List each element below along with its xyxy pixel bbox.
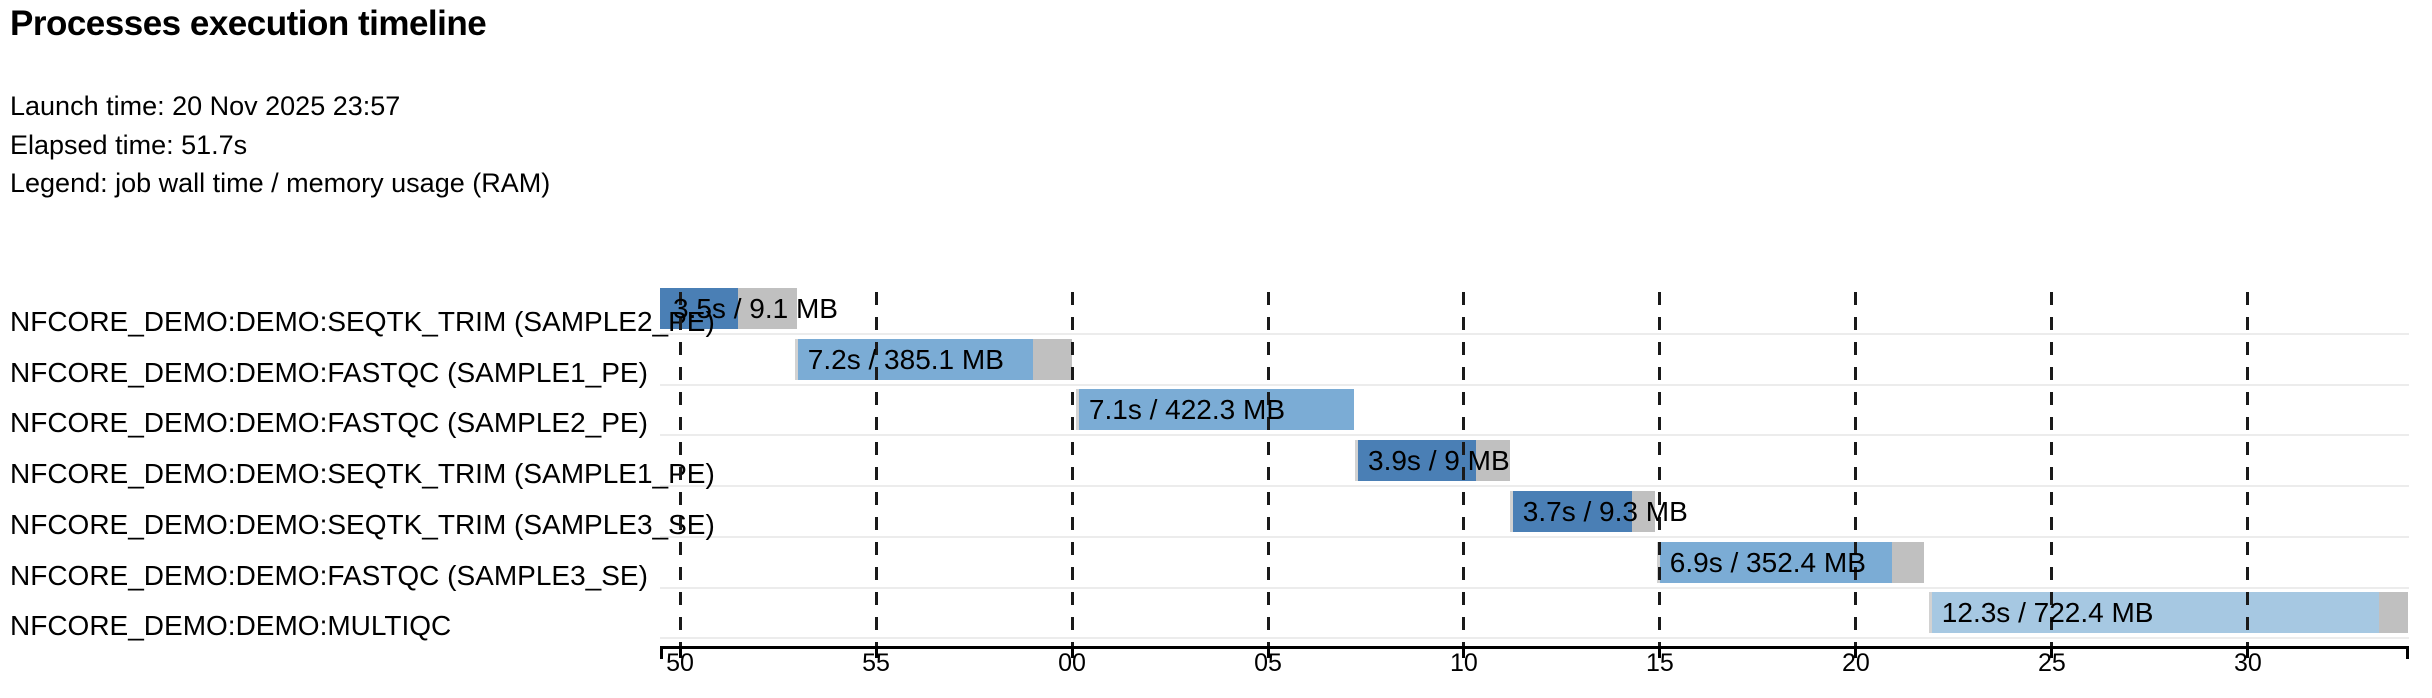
axis-tick-label: 55 xyxy=(862,649,890,677)
task-bar-run-segment[interactable] xyxy=(1931,592,2379,634)
process-label: NFCORE_DEMO:DEMO:MULTIQC xyxy=(10,610,452,642)
process-label: NFCORE_DEMO:DEMO:FASTQC (SAMPLE2_PE) xyxy=(10,407,648,439)
task-bar-run-segment[interactable] xyxy=(797,338,1034,380)
axis-end-cap-left xyxy=(660,646,663,659)
task-bar-run-segment[interactable] xyxy=(1512,490,1633,532)
axis-tick-label: 15 xyxy=(1645,649,1674,677)
axis-tick xyxy=(874,648,878,658)
process-label: NFCORE_DEMO:DEMO:FASTQC (SAMPLE1_PE) xyxy=(10,356,648,388)
task-bar-submit-segment xyxy=(1355,440,1358,482)
axis-tick-label: 50 xyxy=(666,649,694,677)
gridline xyxy=(1854,292,1858,647)
axis-line xyxy=(660,646,2409,649)
axis-end-cap-right xyxy=(2406,646,2409,659)
axis-tick xyxy=(1854,648,1858,658)
page-title: Processes execution timeline xyxy=(10,4,487,43)
row-separator xyxy=(660,535,2409,538)
gridline xyxy=(874,292,878,647)
row-separator xyxy=(660,434,2409,437)
task-caption: 6.9s / 352.4 MB xyxy=(1669,546,1866,578)
gridline xyxy=(1070,292,1074,647)
gridline xyxy=(2050,292,2054,647)
task-bar-submit-segment xyxy=(794,338,798,380)
row-separator xyxy=(660,637,2409,640)
task-caption: 3.7s / 9.3 MB xyxy=(1522,495,1688,527)
launch-time-line: Launch time: 20 Nov 2025 23:57 xyxy=(10,91,401,121)
row-separator xyxy=(660,485,2409,488)
axis-tick-label: 30 xyxy=(2233,649,2262,677)
task-bar-run-segment[interactable] xyxy=(1358,440,1477,482)
process-label: NFCORE_DEMO:DEMO:FASTQC (SAMPLE3_SE) xyxy=(10,559,648,591)
axis-tick xyxy=(1462,648,1466,658)
run-metadata: Launch time: 20 Nov 2025 23:57 Elapsed t… xyxy=(10,87,550,203)
axis-tick xyxy=(1658,648,1662,658)
process-label: NFCORE_DEMO:DEMO:SEQTK_TRIM (SAMPLE1_PE) xyxy=(10,458,715,490)
process-label: NFCORE_DEMO:DEMO:SEQTK_TRIM (SAMPLE3_SE) xyxy=(10,508,715,540)
gridline xyxy=(1266,292,1270,647)
task-bar-run-segment[interactable] xyxy=(1659,541,1892,583)
task-bar-tail-segment[interactable] xyxy=(1476,440,1510,482)
task-caption: 3.9s / 9 MB xyxy=(1368,445,1510,477)
task-bar-run-segment[interactable] xyxy=(1078,389,1354,431)
row-separator xyxy=(660,333,2409,335)
gridline xyxy=(1658,292,1662,647)
axis-tick-label: 20 xyxy=(1841,649,1870,677)
task-bar-tail-segment[interactable] xyxy=(1892,541,1924,583)
axis-tick xyxy=(2246,648,2250,658)
gridline xyxy=(2246,292,2250,647)
task-bar-tail-segment[interactable] xyxy=(738,288,797,329)
elapsed-time-line: Elapsed time: 51.7s xyxy=(10,129,248,160)
axis-tick xyxy=(2050,648,2054,658)
axis-tick-label: 10 xyxy=(1449,649,1478,677)
task-caption: 3.5s / 9.1 MB xyxy=(673,293,838,324)
task-bar-submit-segment xyxy=(1509,490,1513,532)
gridline xyxy=(678,292,682,647)
row-separator xyxy=(660,586,2409,589)
axis-tick-label: 25 xyxy=(2037,649,2066,677)
task-bar-tail-segment[interactable] xyxy=(1033,338,1072,380)
task-caption: 12.3s / 722.4 MB xyxy=(1941,597,2154,629)
process-label: NFCORE_DEMO:DEMO:SEQTK_TRIM (SAMPLE2_PE) xyxy=(10,306,715,337)
axis-tick xyxy=(1070,648,1074,658)
legend-line: Legend: job wall time / memory usage (RA… xyxy=(10,168,551,199)
task-bar-submit-segment xyxy=(1075,389,1079,431)
row-separator xyxy=(660,383,2409,386)
task-caption: 7.1s / 422.3 MB xyxy=(1088,394,1285,426)
task-bar-tail-segment[interactable] xyxy=(1632,490,1655,532)
task-bar-submit-segment xyxy=(1656,541,1660,583)
task-bar-submit-segment xyxy=(1928,592,1932,634)
task-bar-tail-segment[interactable] xyxy=(2378,592,2408,634)
gridline xyxy=(1462,292,1466,647)
axis-tick xyxy=(678,648,682,658)
axis-tick-label: 05 xyxy=(1254,649,1282,677)
task-caption: 7.2s / 385.1 MB xyxy=(807,343,1004,375)
axis-tick-label: 00 xyxy=(1058,649,1086,677)
task-bar-run-segment[interactable] xyxy=(660,288,738,329)
axis-tick xyxy=(1266,648,1270,658)
